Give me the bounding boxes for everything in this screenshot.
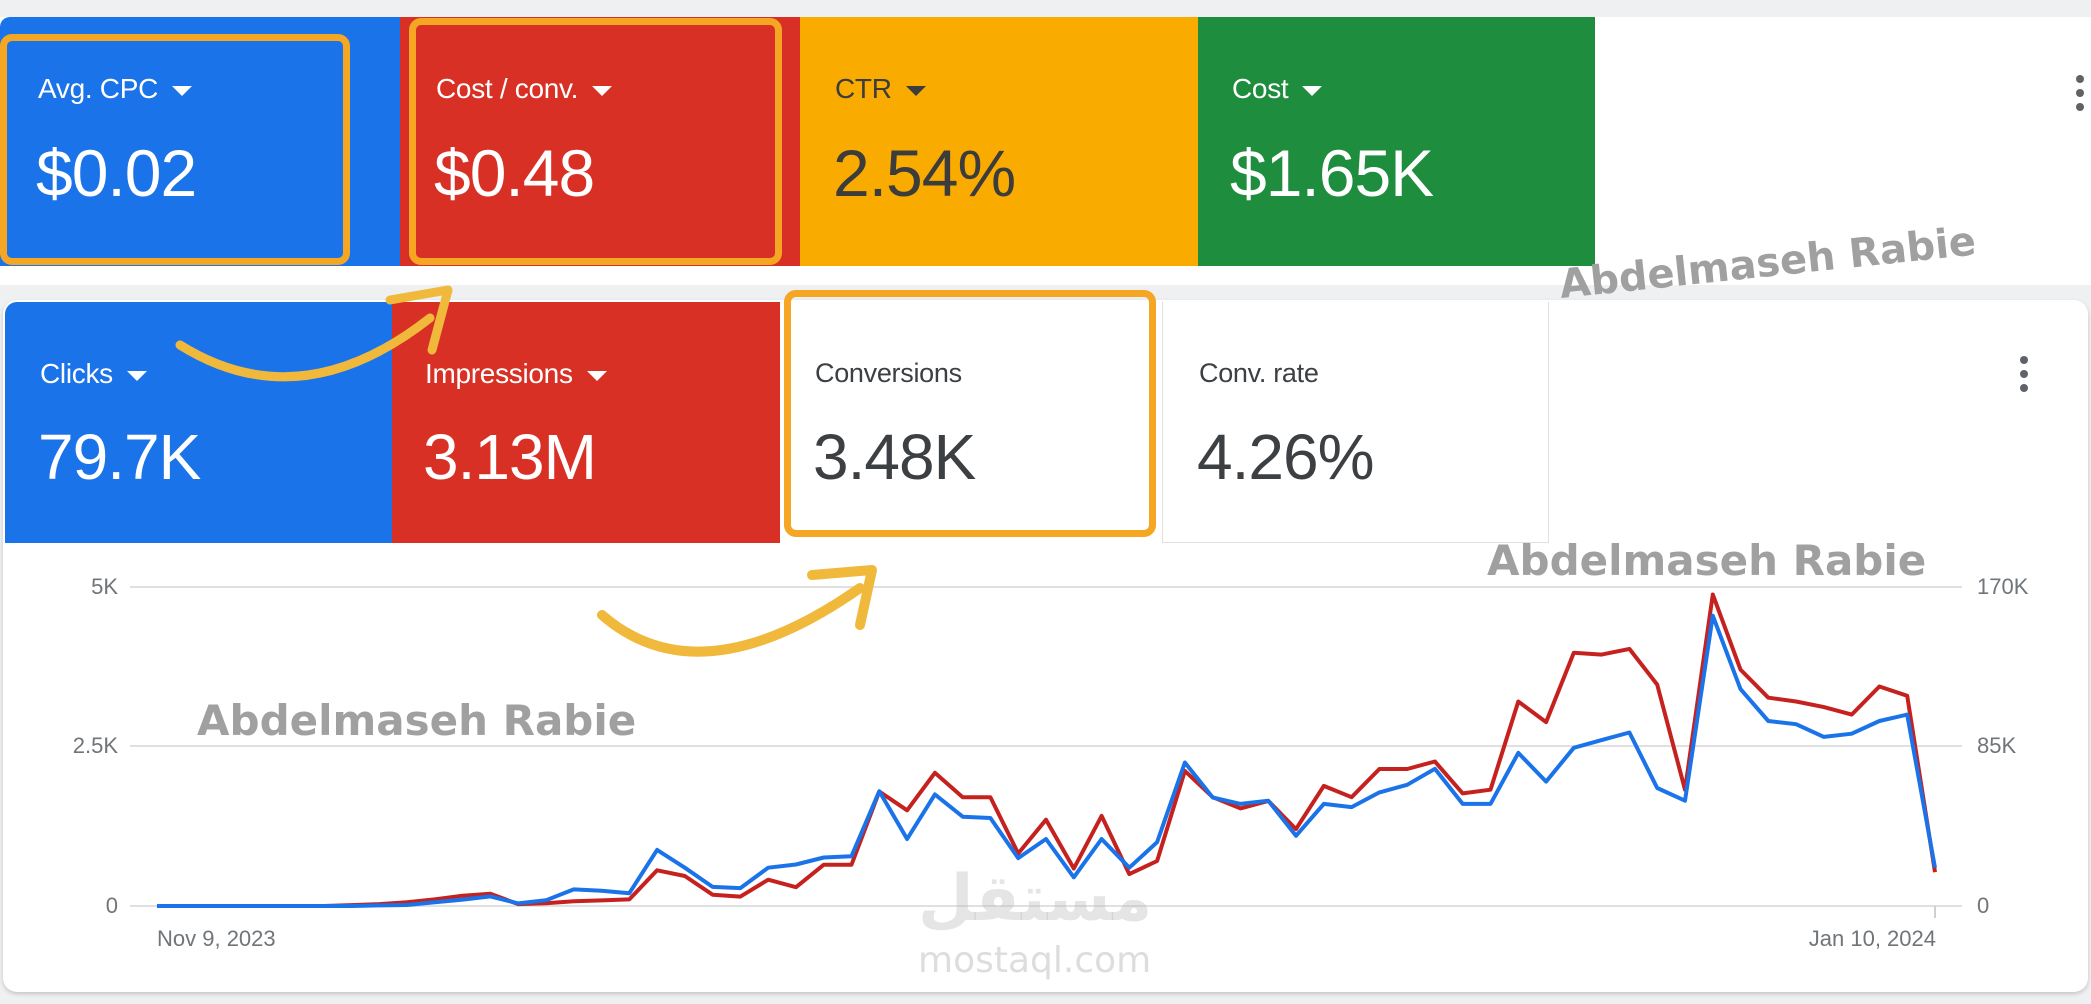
metric-label: CTR [835, 73, 892, 104]
metric-value: $0.02 [36, 136, 197, 210]
dropdown-caret-icon[interactable] [586, 371, 607, 381]
metric-value: 3.48K [813, 421, 976, 493]
metric-card-conv-rate[interactable]: Conv. rate 4.26% [1163, 302, 1549, 543]
watermark-logo-arabic: مستقل [918, 862, 1153, 936]
dropdown-caret-icon[interactable] [905, 86, 926, 96]
metric-value: 3.13M [423, 421, 597, 493]
dropdown-caret-icon[interactable] [1302, 86, 1323, 96]
metric-card-conversions[interactable]: Conversions 3.48K [780, 302, 1163, 543]
metric-value: $0.48 [434, 136, 595, 210]
more-vert-icon[interactable] [2018, 356, 2030, 392]
metric-value: 79.7K [38, 421, 201, 493]
metric-value: 2.54% [833, 136, 1016, 210]
metric-card-cost[interactable]: Cost $1.65K [1198, 17, 1595, 266]
metric-label: Impressions [425, 358, 573, 389]
metric-card-ctr[interactable]: CTR 2.54% [800, 17, 1198, 266]
metric-value: $1.65K [1230, 136, 1434, 210]
metric-label: Avg. CPC [38, 73, 159, 104]
watermark-name-chart-left: Abdelmaseh Rabie [197, 696, 637, 745]
watermark-site: mostaql.com [918, 940, 1152, 981]
metric-card-avg-cpc[interactable]: Avg. CPC $0.02 [0, 17, 400, 266]
metric-label: Cost / conv. [436, 73, 579, 104]
dropdown-caret-icon[interactable] [172, 86, 193, 96]
dropdown-caret-icon[interactable] [592, 86, 613, 96]
metric-label: Cost [1232, 73, 1289, 104]
more-vert-icon[interactable] [2074, 75, 2086, 111]
watermark-name-chart-right: Abdelmaseh Rabie [1487, 536, 1927, 585]
metric-label: Conv. rate [1199, 358, 1319, 388]
metric-card-clicks[interactable]: Clicks 79.7K [5, 302, 392, 543]
metric-card-cost-per-conv[interactable]: Cost / conv. $0.48 [400, 17, 800, 266]
metric-label: Clicks [40, 358, 113, 389]
metric-label: Conversions [815, 358, 962, 388]
dropdown-caret-icon[interactable] [126, 371, 147, 381]
top-metrics-panel: Avg. CPC $0.02 Cost / conv. $0.48 CTR 2.… [0, 17, 2091, 285]
metric-card-impressions[interactable]: Impressions 3.13M [392, 302, 780, 543]
metric-value: 4.26% [1197, 421, 1374, 493]
